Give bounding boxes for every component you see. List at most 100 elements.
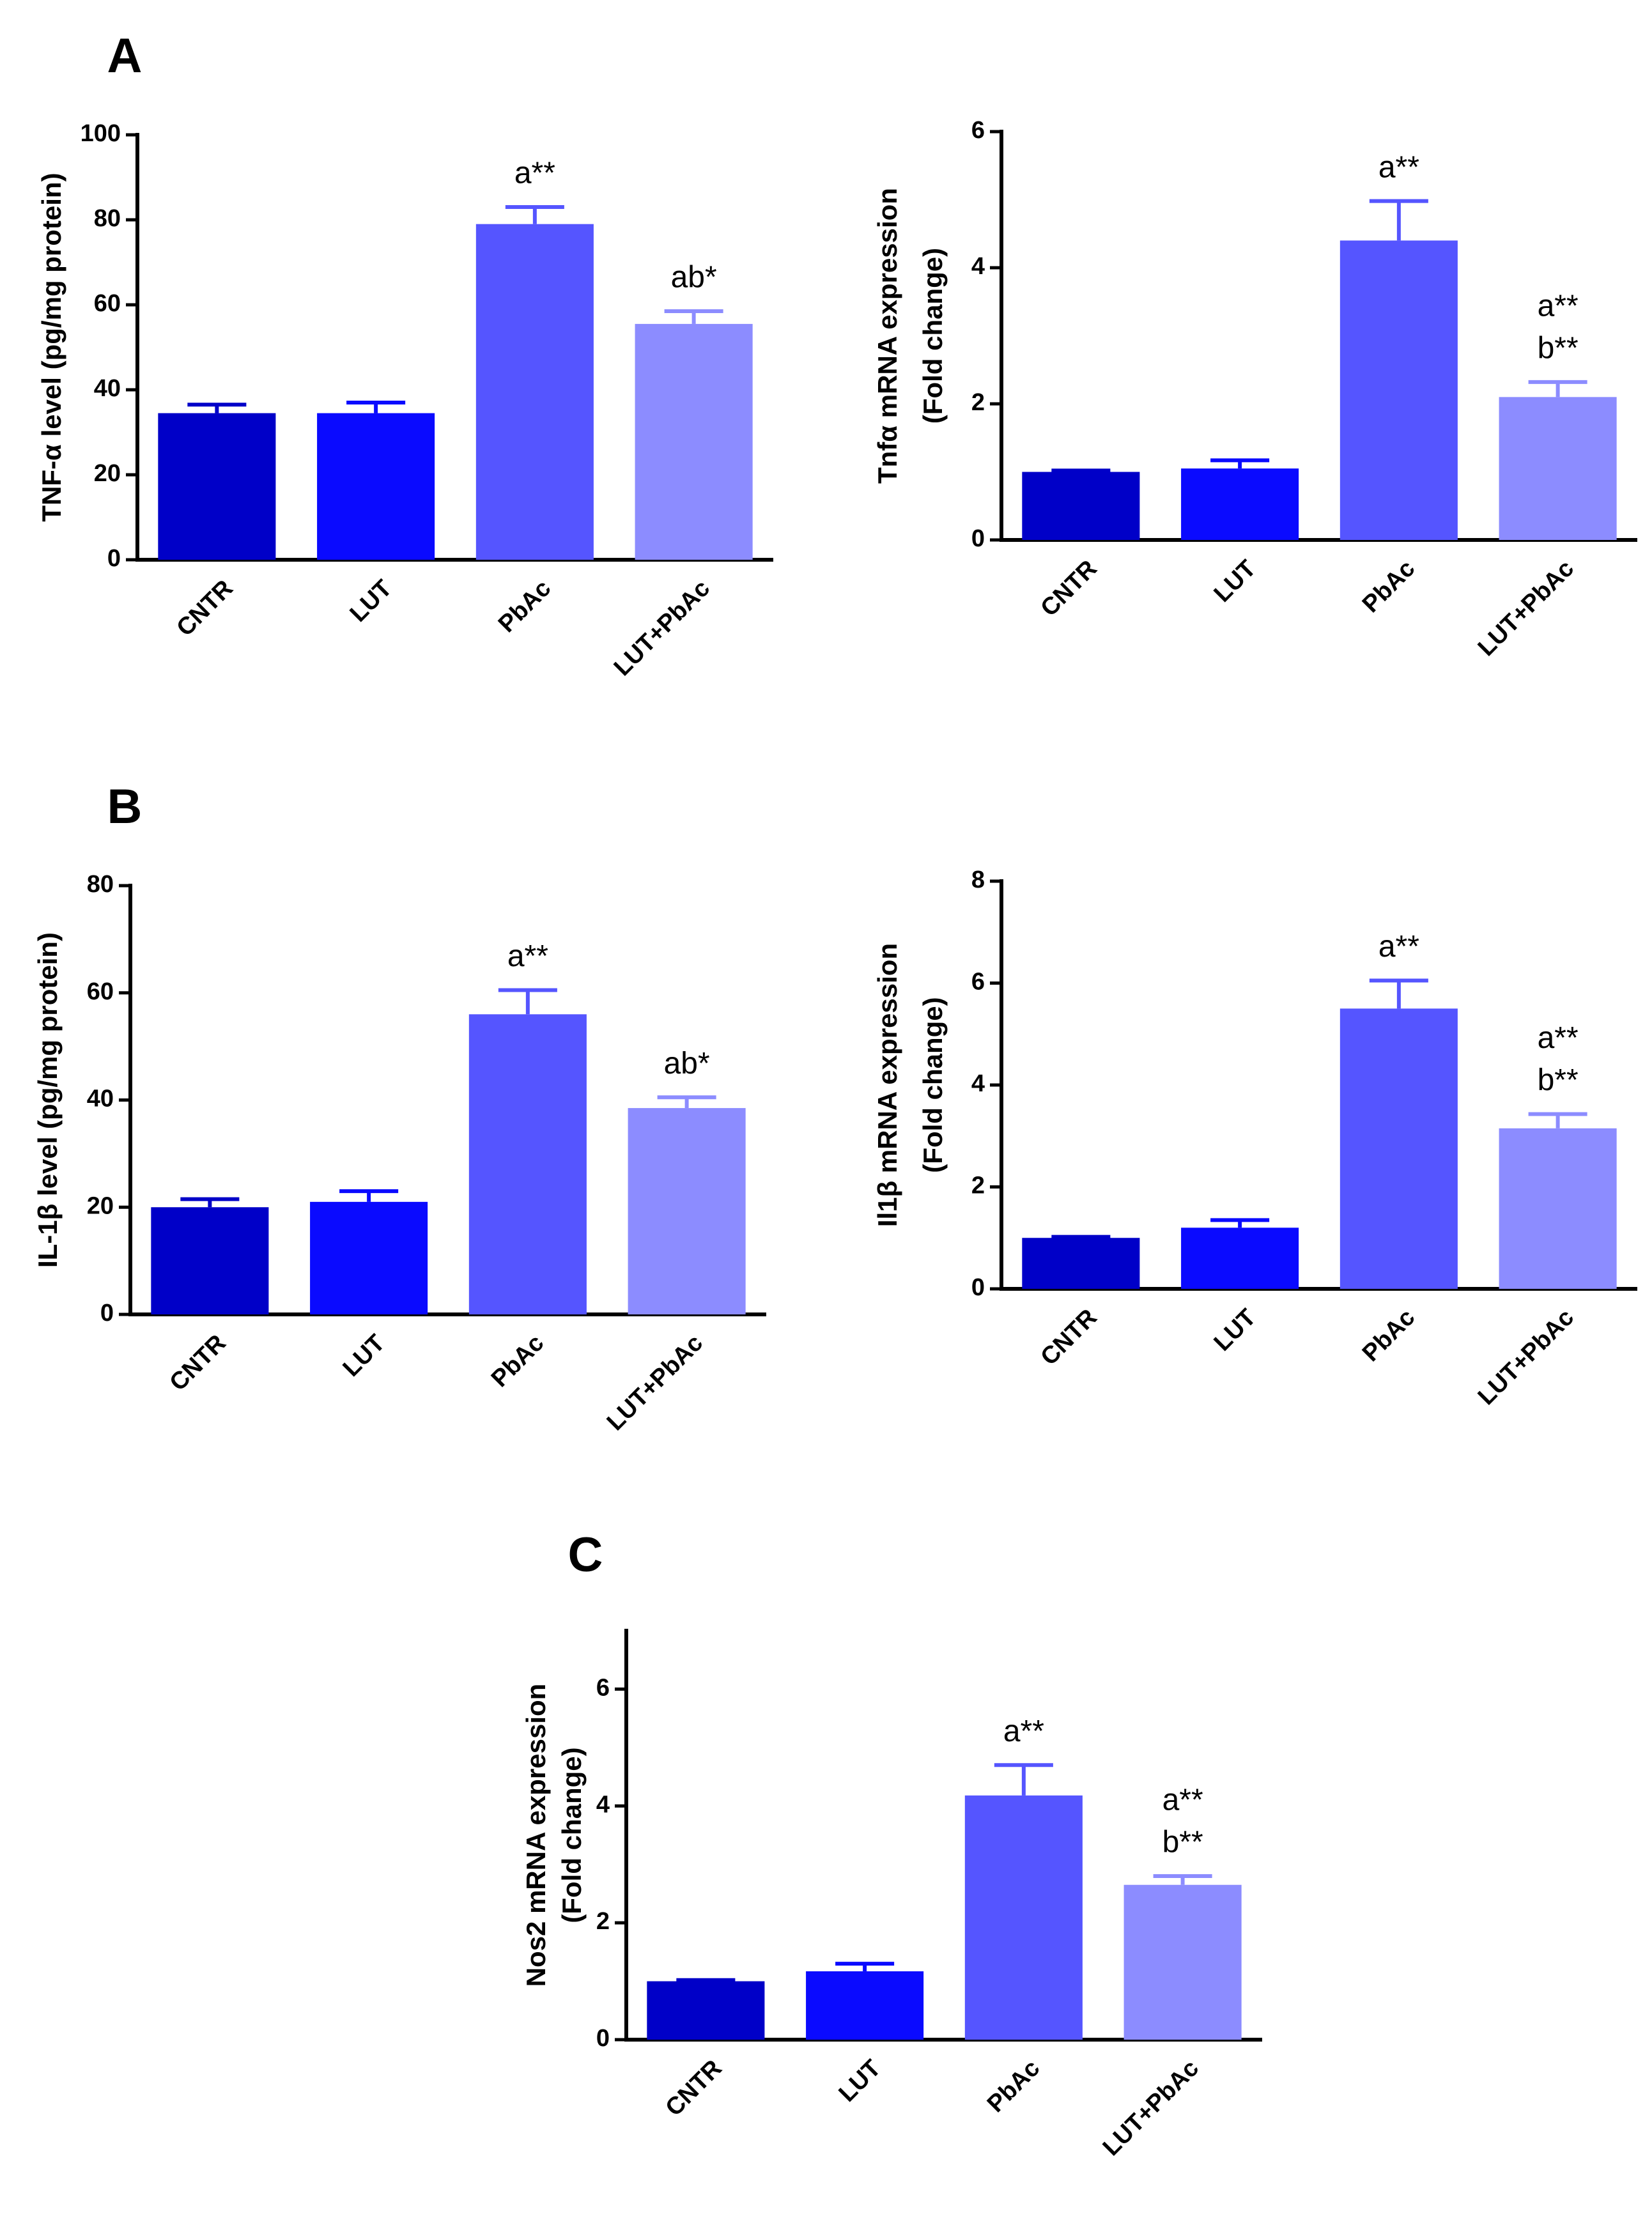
bar (468, 1014, 587, 1314)
error-bar (676, 1978, 736, 1982)
bar (647, 1981, 765, 2040)
bar (1339, 240, 1458, 540)
error-bar (1369, 199, 1428, 241)
x-tick-label: CNTR (165, 1330, 231, 1396)
y-tick-label: 2 (596, 1908, 610, 1935)
x-tick-label: LUT+PbAc (1473, 1304, 1579, 1410)
y-tick-label: 20 (94, 460, 121, 487)
y-tick-label: 6 (971, 117, 985, 144)
significance-label: a** (1378, 930, 1419, 964)
error-bar (1210, 1218, 1270, 1228)
error-bar (1528, 1112, 1587, 1128)
x-tick-label: CNTR (661, 2055, 727, 2121)
significance-label: a** (1162, 1783, 1203, 1817)
error-bar (994, 1763, 1053, 1796)
error-bar (339, 1189, 399, 1202)
significance-label: a** (1003, 1714, 1044, 1748)
y-tick-label: 60 (94, 290, 121, 317)
significance-label: ab* (671, 261, 717, 295)
error-bar (180, 1197, 240, 1208)
error-bar (835, 1962, 895, 1972)
x-tick-label: CNTR (172, 575, 238, 642)
error-bar (664, 309, 723, 324)
y-tick-label: 80 (94, 205, 121, 232)
x-tick-label: PbAc (493, 575, 556, 638)
bar (964, 1795, 1083, 2040)
error-bar (187, 403, 247, 413)
panel-label: C (568, 1528, 603, 1582)
bar (1123, 1884, 1242, 2040)
x-tick-label: LUT (1209, 555, 1262, 608)
error-bar (1051, 468, 1111, 473)
error-bar (505, 205, 564, 224)
bar (317, 413, 435, 560)
x-tick-label: PbAc (1357, 1304, 1420, 1367)
x-tick-label: PbAc (486, 1330, 549, 1392)
bar (1022, 472, 1140, 540)
panel-label: A (107, 29, 143, 83)
y-axis-label: (Fold change) (557, 1747, 587, 1923)
y-tick-label: 8 (971, 866, 985, 893)
significance-label: b** (1162, 1826, 1203, 1859)
y-tick-label: 2 (971, 1173, 985, 1199)
y-tick-label: 80 (87, 871, 114, 898)
bar (1181, 1228, 1299, 1289)
x-tick-label: LUT (1209, 1304, 1262, 1357)
bar (1022, 1238, 1140, 1289)
y-axis-label: TNF-α level (pg/mg protein) (36, 173, 66, 521)
bar (628, 1108, 746, 1314)
y-tick-label: 100 (81, 120, 121, 147)
y-tick-label: 20 (87, 1192, 114, 1219)
x-tick-label: PbAc (1357, 555, 1420, 618)
y-tick-label: 4 (596, 1791, 610, 1818)
bar (310, 1201, 428, 1314)
y-tick-label: 0 (971, 525, 985, 552)
y-axis-label: IL-1β level (pg/mg protein) (33, 932, 63, 1268)
bar (151, 1207, 269, 1314)
error-bar (1369, 978, 1428, 1009)
x-tick-label: LUT (338, 1330, 390, 1382)
significance-label: b** (1538, 1063, 1579, 1097)
bar (806, 1971, 924, 2040)
y-tick-label: 0 (107, 545, 121, 572)
y-axis-label: Il1β mRNA expression (872, 943, 902, 1227)
y-tick-label: 40 (87, 1086, 114, 1112)
y-axis-label: (Fold change) (918, 248, 948, 424)
y-tick-label: 0 (971, 1274, 985, 1301)
y-tick-label: 6 (596, 1674, 610, 1701)
significance-label: b** (1538, 332, 1579, 366)
x-tick-label: LUT+PbAc (602, 1330, 708, 1436)
significance-label: a** (514, 157, 555, 190)
x-tick-label: LUT+PbAc (1473, 555, 1579, 661)
bar (1499, 397, 1617, 540)
y-tick-label: 2 (971, 389, 985, 416)
significance-label: a** (507, 939, 548, 973)
x-tick-label: PbAc (982, 2055, 1045, 2118)
bar (1181, 468, 1299, 540)
y-axis-label: (Fold change) (918, 997, 948, 1173)
error-bar (1528, 380, 1587, 397)
significance-label: a** (1378, 150, 1419, 184)
bar (158, 413, 276, 560)
y-axis-label: Nos2 mRNA expression (521, 1684, 551, 1987)
error-bar (657, 1095, 716, 1109)
y-tick-label: 0 (596, 2025, 610, 2052)
bar (475, 224, 594, 560)
x-tick-label: LUT+PbAc (609, 575, 715, 681)
y-tick-label: 60 (87, 978, 114, 1005)
bar (1499, 1128, 1617, 1289)
significance-label: a** (1538, 1021, 1579, 1055)
panel-label: B (107, 780, 143, 834)
error-bar (1153, 1874, 1212, 1885)
y-tick-label: 4 (971, 1070, 985, 1097)
y-tick-label: 40 (94, 375, 121, 402)
error-bar (498, 988, 557, 1015)
x-tick-label: CNTR (1036, 1304, 1102, 1371)
error-bar (1210, 458, 1270, 469)
x-tick-label: CNTR (1036, 555, 1102, 622)
y-tick-label: 0 (100, 1300, 114, 1327)
error-bar (1051, 1235, 1111, 1239)
bar (1339, 1008, 1458, 1289)
x-tick-label: LUT (345, 575, 398, 627)
